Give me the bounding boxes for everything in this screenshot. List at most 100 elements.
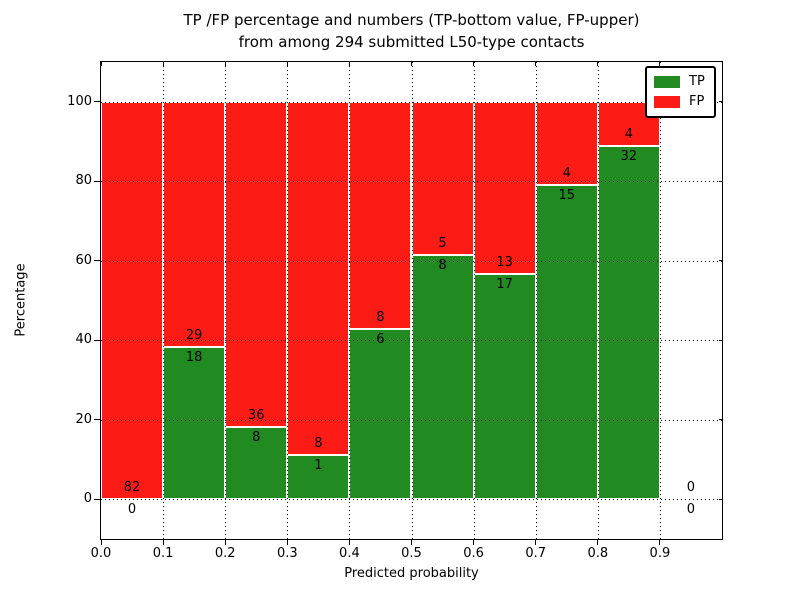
y-tick	[94, 101, 100, 103]
gridline-x	[411, 62, 413, 539]
legend-label: TP	[689, 74, 705, 89]
plot-area: 82 0 29 18 36 8 8 1 8 6 5 8 13 17 4 15 4 32 0 0	[100, 61, 723, 540]
bar-segment-tp	[163, 347, 226, 500]
bar-label-fp: 36	[247, 407, 265, 423]
bar-label-fp: 8	[314, 436, 323, 452]
x-tick	[162, 540, 164, 545]
fp-legend-swatch	[654, 96, 680, 108]
tp-legend-swatch	[654, 76, 680, 88]
y-tick-right	[719, 339, 723, 341]
x-tick-label: 0.4	[339, 546, 360, 561]
x-tick	[535, 540, 537, 545]
x-tick	[286, 540, 288, 545]
y-tick-label: 40	[75, 332, 92, 348]
bar-segment-tp	[535, 185, 598, 500]
bar-segment-tp	[349, 328, 412, 500]
bar-label-tp: 18	[185, 350, 203, 366]
bar-segment-fp	[101, 101, 164, 500]
y-tick-label: 60	[75, 252, 92, 268]
bar-label-tp: 15	[558, 188, 575, 204]
y-tick-right	[719, 180, 723, 182]
gridline-x	[287, 62, 289, 539]
y-axis-label: Percentage	[13, 263, 29, 337]
gridline-x	[163, 62, 165, 539]
x-tick-label: 0.1	[152, 546, 174, 561]
bar-label-fp: 29	[185, 328, 203, 344]
x-tick-top	[473, 62, 475, 66]
x-tick-label: 0.7	[525, 546, 547, 561]
bar-label-fp: 5	[438, 235, 447, 251]
bar-label-fp: 4	[562, 166, 571, 182]
y-tick-right	[719, 260, 723, 262]
bar-segment-fp	[287, 101, 350, 456]
y-tick-right	[719, 419, 723, 421]
gridline-x	[535, 62, 537, 539]
chart-title-line1: TP /FP percentage and numbers (TP-bottom…	[183, 11, 640, 29]
bar-segment-tp	[473, 274, 536, 500]
bar-segment-tp	[597, 145, 660, 500]
bar-label-tp: 32	[620, 148, 638, 164]
bar-segment-fp	[163, 101, 226, 348]
y-tick-right	[719, 498, 723, 500]
x-tick	[348, 540, 350, 545]
bar-label-tp: 6	[376, 331, 385, 347]
x-tick-label: 0.5	[401, 546, 422, 561]
y-tick	[94, 498, 100, 500]
x-tick-label: 0.6	[463, 546, 484, 561]
bar-label-tp: 0	[127, 502, 137, 518]
y-tick-right	[719, 101, 723, 103]
x-tick-top	[411, 62, 412, 66]
bar-segment-fp	[535, 101, 598, 186]
x-tick-label: 0.2	[214, 546, 236, 561]
y-tick	[94, 419, 100, 421]
legend-item: FP	[654, 92, 705, 112]
x-tick-top	[286, 62, 288, 66]
y-tick-label: 80	[75, 173, 92, 189]
x-tick-top	[100, 62, 102, 66]
x-tick	[473, 540, 475, 545]
x-tick-label: 0.8	[587, 546, 609, 561]
x-tick-label: 0.9	[649, 546, 671, 561]
x-tick	[659, 540, 661, 545]
y-tick	[94, 339, 100, 341]
y-tick-label: 100	[67, 93, 92, 109]
x-tick-label: 0.0	[90, 546, 112, 561]
x-tick-top	[659, 62, 661, 66]
x-tick	[597, 540, 599, 545]
bar-label-fp: 13	[496, 255, 513, 270]
bar-segment-tp	[411, 254, 474, 500]
bar-label-fp: 8	[376, 309, 385, 325]
chart-title-line2: from among 294 submitted L50-type contac…	[238, 33, 585, 51]
bar-label-tp: 8	[438, 257, 447, 273]
bar-label-fp: 4	[624, 126, 633, 142]
x-tick-top	[535, 62, 537, 66]
x-tick	[224, 540, 226, 545]
bar-label-fp: 82	[123, 480, 141, 496]
bar-segment-fp	[411, 101, 474, 255]
bar-label-tp: 0	[686, 502, 696, 518]
bar-label-fp: 0	[686, 480, 696, 496]
bar-segment-fp	[225, 101, 288, 427]
y-tick-label: 20	[75, 411, 92, 427]
bar-segment-fp	[473, 101, 536, 274]
gridline-x	[473, 62, 475, 539]
x-tick-top	[162, 62, 164, 66]
gridline-x	[659, 62, 661, 539]
x-tick-top	[224, 62, 226, 66]
bar-label-tp: 8	[252, 429, 261, 445]
x-tick	[411, 540, 412, 545]
x-tick	[100, 540, 102, 545]
bar-segment-fp	[349, 101, 412, 329]
y-tick	[94, 180, 100, 182]
x-tick-top	[597, 62, 599, 66]
bar-label-tp: 1	[314, 458, 323, 474]
x-axis-label: Predicted probability	[344, 566, 479, 581]
gridline-x	[597, 62, 599, 539]
gridline-x	[225, 62, 227, 539]
gridline-x	[349, 62, 351, 539]
x-tick-top	[348, 62, 350, 66]
y-tick-label: 0	[83, 491, 92, 507]
y-tick	[94, 260, 100, 262]
legend: TP FP	[645, 66, 716, 118]
